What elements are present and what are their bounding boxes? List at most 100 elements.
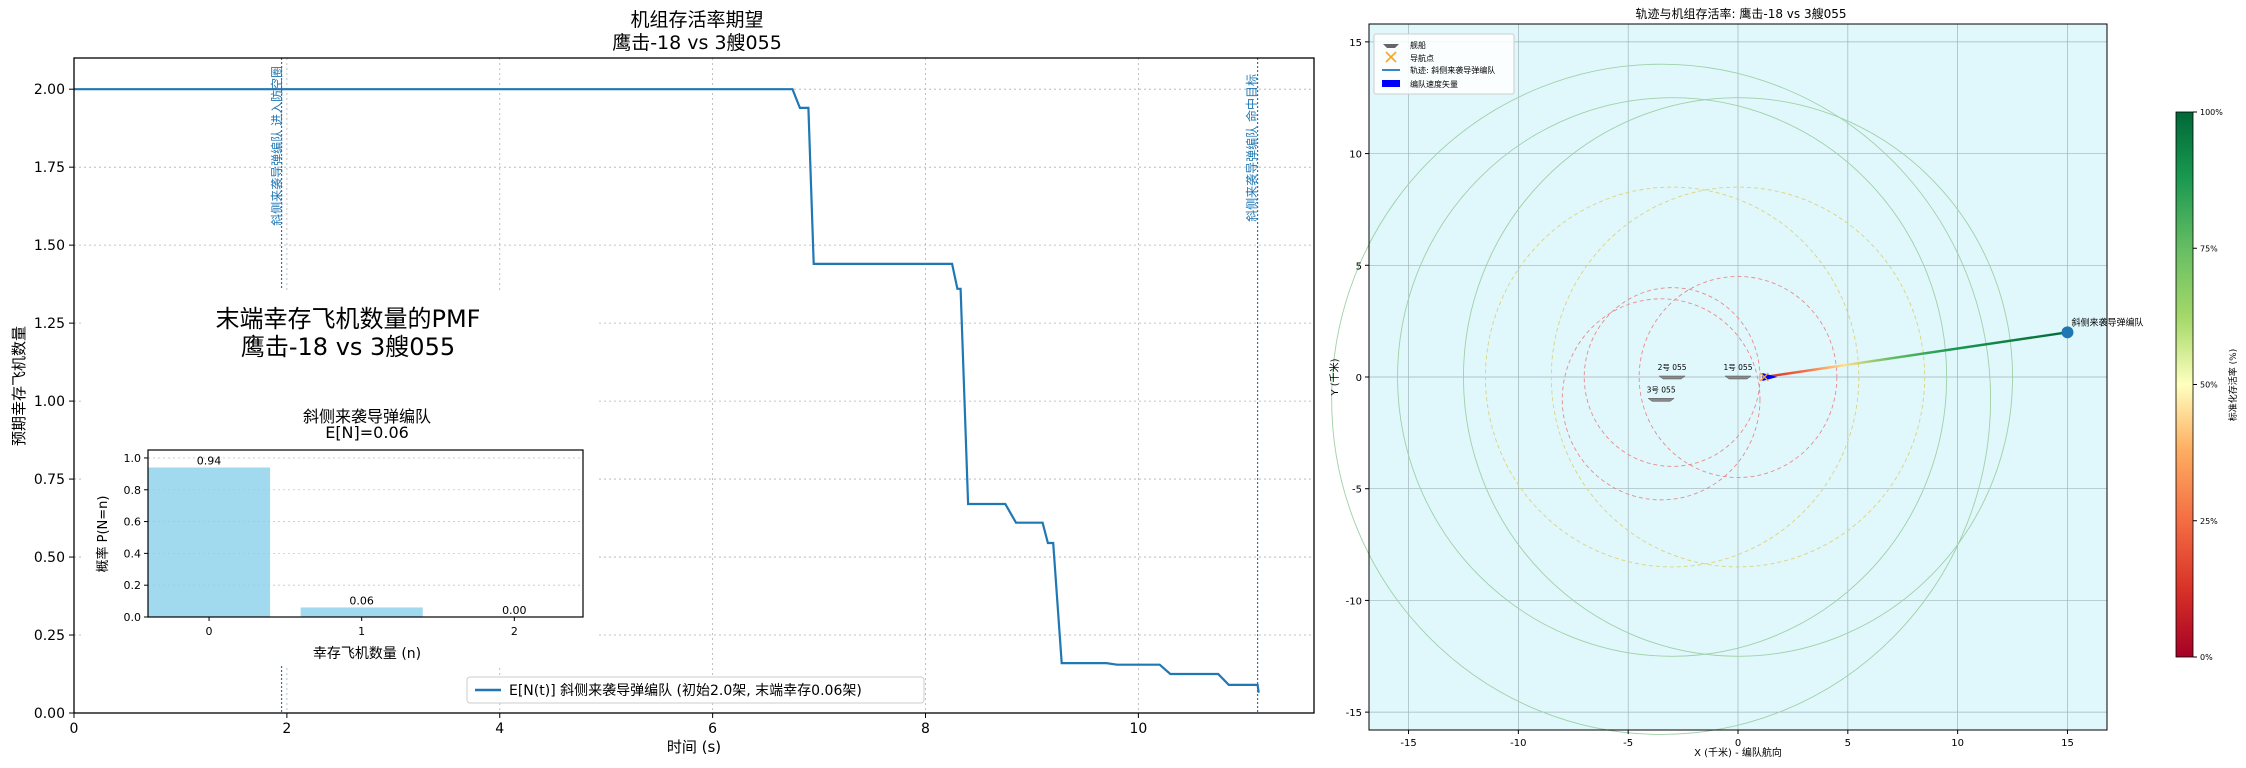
inset-plot-frame bbox=[147, 449, 584, 618]
inset-heading-line2: 鹰击-18 vs 3艘055 bbox=[241, 333, 455, 361]
left-y-tick-label: 0.75 bbox=[34, 472, 65, 488]
inset-x-tick-label: 0 bbox=[206, 625, 213, 638]
pmf-bar bbox=[300, 607, 423, 617]
trajectory-map-chart: 轨迹与机组存活率: 鹰击-18 vs 3艘055 斜侧来袭导弹编队 1号 055… bbox=[1328, 6, 2143, 759]
ship-icon bbox=[1647, 398, 1675, 402]
left-title-line2: 鹰击-18 vs 3艘055 bbox=[612, 32, 782, 54]
left-series bbox=[74, 88, 1260, 693]
right-x-tick-label: -15 bbox=[1400, 738, 1416, 749]
left-x-tick-label: 4 bbox=[495, 721, 504, 737]
ship-label: 1号 055 bbox=[1724, 363, 1753, 372]
defense-range-ring bbox=[1331, 63, 1992, 735]
defense-rings bbox=[1331, 63, 2014, 735]
left-title-line1: 机组存活率期望 bbox=[630, 9, 763, 31]
right-y-tick-label: 15 bbox=[1349, 38, 1362, 49]
expected-survival-line bbox=[74, 88, 1260, 693]
left-y-tick-label: 1.75 bbox=[34, 160, 65, 176]
defense-range-ring bbox=[1484, 186, 1860, 568]
right-title: 轨迹与机组存活率: 鹰击-18 vs 3艘055 bbox=[1636, 6, 1847, 21]
inset-x-tick-label: 2 bbox=[511, 625, 518, 638]
inset-title-line2: E[N]=0.06 bbox=[325, 423, 409, 442]
left-x-tick-label: 2 bbox=[282, 721, 291, 737]
trajectory-path bbox=[1764, 331, 2068, 379]
left-legend-text: E[N(t)] 斜侧来袭导弹编队 (初始2.0架, 末端幸存0.06架) bbox=[509, 682, 862, 699]
left-y-ticks: 0.00 0.25 0.50 0.75 1.00 1.25 1.50 1.75 2.00 bbox=[34, 82, 74, 722]
legend-ship-icon bbox=[1383, 44, 1399, 48]
inset-heading-line1: 末端幸存飞机数量的PMF bbox=[216, 305, 481, 333]
right-y-axis-label: Y (千米) bbox=[1328, 358, 1341, 396]
right-y-tick-label: -10 bbox=[1346, 596, 1362, 607]
right-x-tick-label: 0 bbox=[1735, 738, 1741, 749]
right-y-tick-label: 0 bbox=[1356, 373, 1362, 384]
left-y-tick-label: 1.50 bbox=[34, 238, 65, 254]
right-x-tick-label: 5 bbox=[1845, 738, 1851, 749]
left-y-tick-label: 0.25 bbox=[34, 628, 65, 644]
right-y-ticks: -15 -10 -5 0 5 10 15 bbox=[1346, 38, 1369, 719]
inset-y-tick-label: 0.2 bbox=[124, 579, 142, 592]
inset-x-tick-label: 1 bbox=[358, 625, 365, 638]
right-x-tick-label: 10 bbox=[1951, 738, 1964, 749]
ship-label: 2号 055 bbox=[1658, 363, 1687, 372]
pmf-bar bbox=[148, 467, 271, 617]
inset-y-ticks: 0.0 0.2 0.4 0.6 0.8 1.0 bbox=[124, 452, 148, 624]
left-x-axis-label: 时间 (s) bbox=[667, 738, 721, 756]
colorbar-gradient bbox=[2175, 111, 2194, 658]
colorbar-tick-label: 0% bbox=[2200, 653, 2213, 662]
left-x-tick-label: 0 bbox=[70, 721, 79, 737]
inset-y-axis-label: 概率 P(N=n) bbox=[95, 496, 111, 573]
colorbar-label: 标准化存活率 (%) bbox=[2227, 349, 2239, 421]
inset-y-tick-label: 0.6 bbox=[124, 516, 142, 529]
inset-title-line1: 斜侧来袭导弹编队 bbox=[303, 407, 431, 426]
left-plot-frame bbox=[73, 57, 1315, 714]
left-x-tick-label: 8 bbox=[921, 721, 930, 737]
colorbar-tick-label: 100% bbox=[2200, 108, 2223, 117]
right-grid bbox=[1369, 24, 2107, 730]
legend-velocity-swatch bbox=[1382, 80, 1400, 87]
inset-y-tick-label: 0.0 bbox=[124, 611, 142, 624]
defense-range-ring bbox=[1550, 186, 1926, 568]
right-y-tick-label: -15 bbox=[1346, 708, 1362, 719]
ships-layer: 1号 055 2号 055 3号 055 bbox=[1647, 363, 1753, 402]
right-x-axis-label: X (千米) - 编队航向 bbox=[1694, 746, 1782, 759]
left-x-ticks: 0 2 4 6 8 10 bbox=[70, 713, 1147, 737]
defense-range-ring bbox=[1638, 276, 1838, 478]
left-y-axis-label: 预期幸存飞机数量 bbox=[10, 326, 28, 446]
inset-x-axis-label: 幸存飞机数量 (n) bbox=[313, 646, 421, 662]
left-y-tick-label: 2.00 bbox=[34, 82, 65, 98]
colorbar-tick-label: 75% bbox=[2200, 244, 2218, 253]
colorbar-tick-label: 25% bbox=[2200, 517, 2218, 526]
right-y-tick-label: 10 bbox=[1349, 150, 1362, 161]
inset-y-tick-label: 1.0 bbox=[124, 452, 142, 465]
pmf-bar-value-label: 0.06 bbox=[349, 594, 374, 607]
defense-range-ring bbox=[1397, 97, 1948, 657]
legend-ship-label: 舰船 bbox=[1410, 40, 1426, 50]
pmf-inset: 末端幸存飞机数量的PMF 鹰击-18 vs 3艘055 斜侧来袭导弹编队 E[N… bbox=[84, 290, 598, 665]
right-x-tick-label: 15 bbox=[2061, 738, 2074, 749]
left-x-tick-label: 10 bbox=[1129, 721, 1147, 737]
inset-y-tick-label: 0.8 bbox=[124, 484, 142, 497]
left-legend-box bbox=[466, 676, 925, 704]
left-y-tick-label: 1.25 bbox=[34, 316, 65, 332]
left-y-tick-label: 0.50 bbox=[34, 550, 65, 566]
right-x-tick-label: -10 bbox=[1510, 738, 1526, 749]
waypoint-marker-stroke-b bbox=[1759, 372, 1769, 382]
legend-trajectory-label: 轨迹: 斜侧来袭导弹编队 bbox=[1410, 65, 1495, 75]
vline-entry-label: 斜侧来袭导弹编队 进入防空圈 bbox=[269, 66, 284, 226]
legend-waypoint-icon bbox=[1385, 51, 1397, 63]
ship-icon bbox=[1658, 375, 1686, 380]
right-y-tick-label: -5 bbox=[1352, 485, 1362, 496]
colorbar-ticks: 0% 25% 50% 75% 100% bbox=[2193, 108, 2223, 662]
formation-start-marker bbox=[2061, 326, 2074, 339]
defense-range-ring bbox=[1462, 97, 2014, 657]
right-y-tick-label: 5 bbox=[1356, 261, 1362, 272]
inset-x-ticks: 0 1 2 bbox=[206, 617, 518, 638]
right-x-ticks: -15 -10 -5 0 5 10 15 bbox=[1400, 730, 2074, 749]
legend-waypoint-label: 导航点 bbox=[1410, 53, 1434, 63]
colorbar-tick-label: 50% bbox=[2200, 381, 2218, 390]
defense-range-ring bbox=[1561, 298, 1761, 501]
right-legend-box bbox=[1373, 33, 1515, 95]
left-y-tick-label: 0.00 bbox=[34, 706, 65, 722]
survival-colorbar: 0% 25% 50% 75% 100% 标准化存活率 (%) bbox=[2175, 108, 2239, 662]
inset-y-tick-label: 0.4 bbox=[124, 547, 142, 560]
